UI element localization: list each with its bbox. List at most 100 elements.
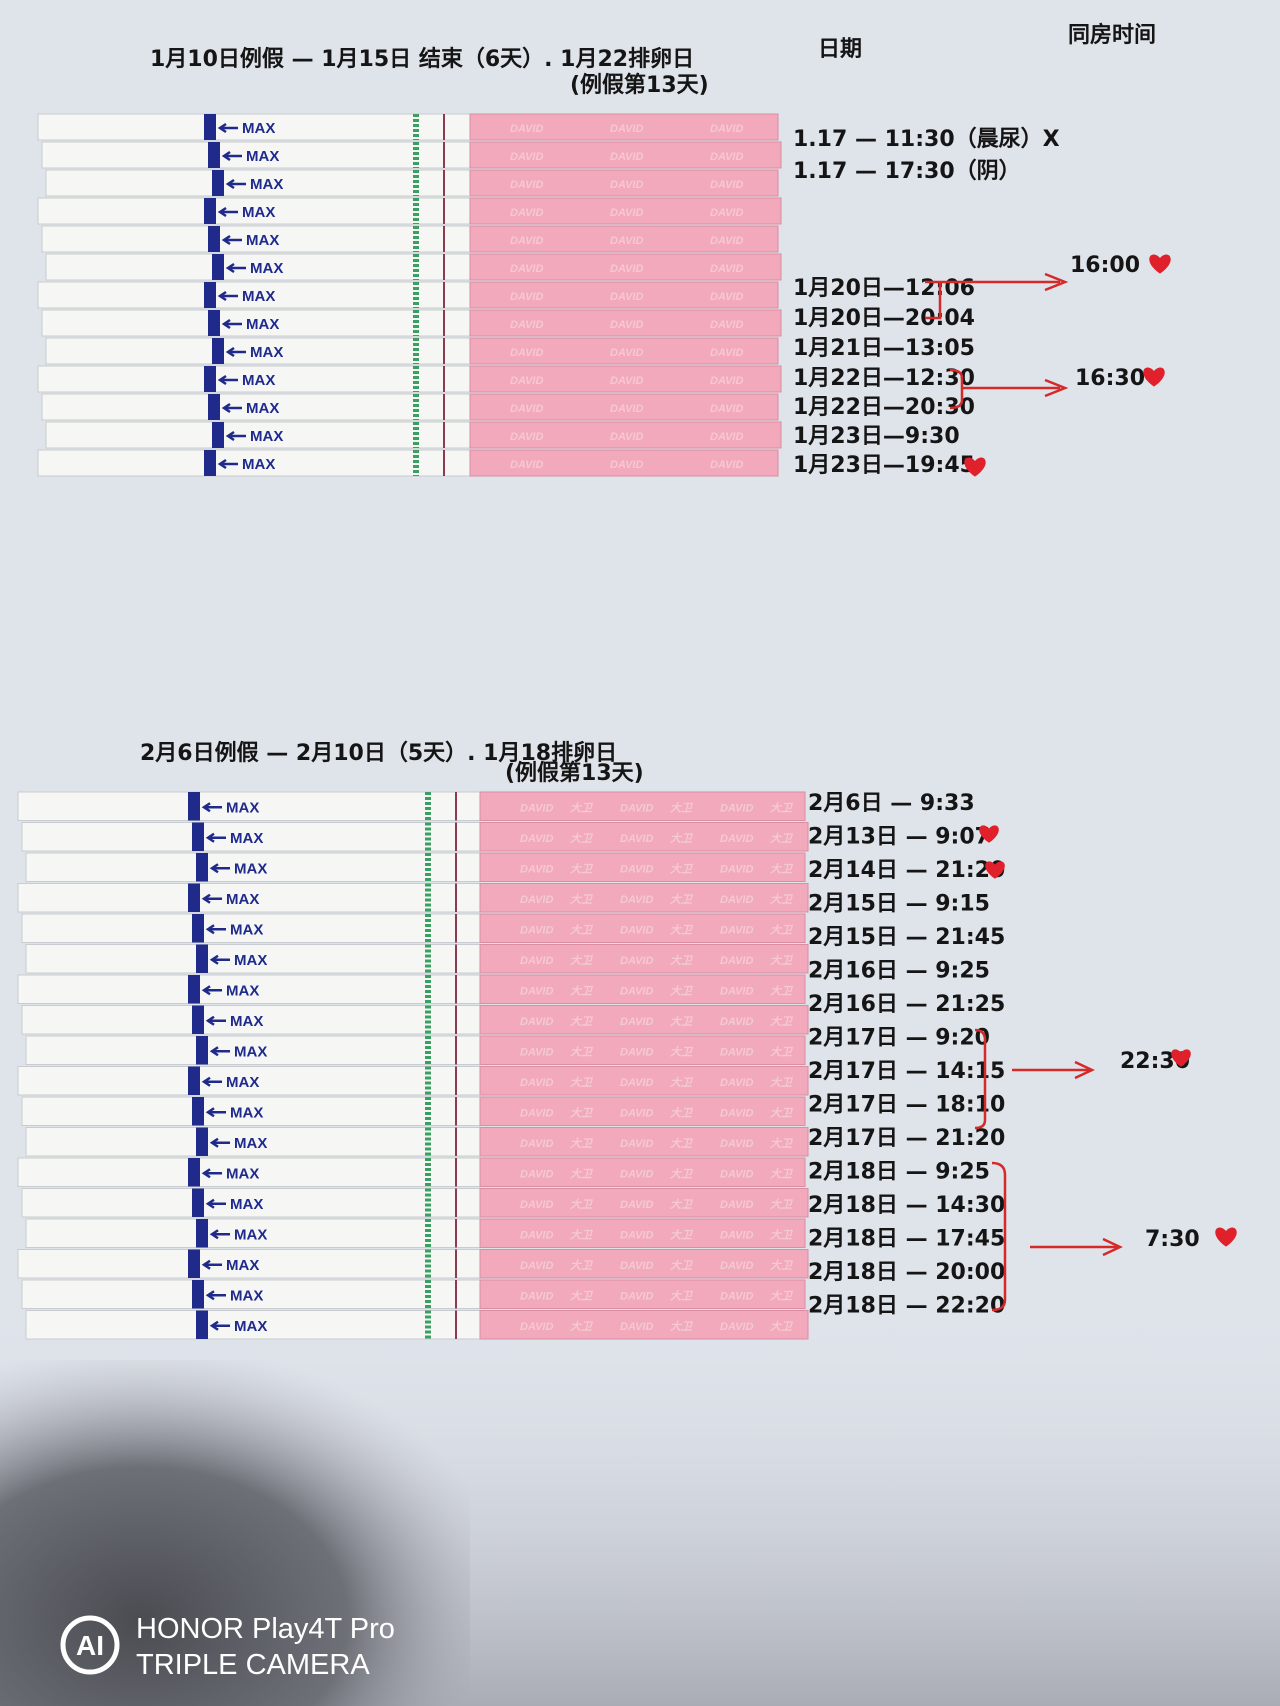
- arrow: [209, 1320, 230, 1331]
- strip-brand: DAVID: [610, 375, 643, 387]
- strip-handle: [479, 974, 806, 1004]
- arrow-head: [1074, 1060, 1095, 1080]
- strip-band: [212, 170, 224, 196]
- strip-brand-cn: 大卫: [670, 1167, 693, 1180]
- date-entry: 2月6日 — 9:33: [808, 791, 975, 816]
- strip-brand-cn: 大卫: [770, 832, 793, 845]
- arrow: [201, 1259, 222, 1270]
- strip-label: MAX: [242, 372, 275, 389]
- annotations: [925, 272, 1123, 1312]
- strip-band: [212, 422, 224, 448]
- strip-handle: [479, 883, 809, 913]
- strip-brand: DAVID: [510, 235, 543, 247]
- strip-handle: [469, 337, 779, 365]
- strip-band: [192, 1280, 204, 1309]
- intercourse-time: 16:00: [1070, 253, 1140, 278]
- strip-brand-cn: 大卫: [570, 1198, 593, 1211]
- arrow: [221, 234, 242, 246]
- strip-band: [192, 1005, 204, 1034]
- strip-brand-cn: 大卫: [770, 1045, 793, 1058]
- watermark-model: HONOR Play4T Pro: [136, 1613, 395, 1645]
- strip: MAX DAVID DAVID DAVID: [37, 281, 779, 309]
- strip: MAX DAVID DAVID DAVID: [45, 421, 782, 449]
- strip-brand: DAVID: [520, 985, 553, 997]
- strip-band: [208, 394, 220, 420]
- section-title: 2月6日例假 — 2月10日（5天）. 1月18排卵日: [140, 741, 617, 766]
- strip-band: [204, 366, 216, 392]
- strip-band: [196, 944, 208, 973]
- strip: MAX DAVID 大卫 DAVID 大卫 DAVID 大卫: [25, 1218, 806, 1248]
- strip-brand: DAVID: [710, 207, 743, 219]
- date-entry: 1.17 — 17:30（阴）: [793, 159, 1021, 184]
- strip-label: MAX: [250, 344, 283, 361]
- strip-band: [188, 792, 200, 821]
- strip: MAX DAVID 大卫 DAVID 大卫 DAVID 大卫: [17, 883, 809, 913]
- strip-brand: DAVID: [610, 263, 643, 275]
- strip-brand: DAVID: [710, 459, 743, 471]
- arrow: [225, 262, 246, 274]
- strip-brand: DAVID: [520, 1290, 553, 1302]
- strip-brand-cn: 大卫: [770, 1015, 793, 1028]
- strip-band: [188, 1249, 200, 1278]
- strip-handle: [469, 225, 779, 253]
- strip-brand: DAVID: [520, 1229, 553, 1241]
- strip-handle: [479, 1188, 809, 1218]
- strip-brand-cn: 大卫: [570, 1289, 593, 1302]
- strip-band: [196, 1127, 208, 1156]
- strip-brand: DAVID: [520, 924, 553, 936]
- strip-band: [204, 198, 216, 224]
- strip-brand: DAVID: [720, 802, 753, 814]
- strip-brand: DAVID: [520, 1107, 553, 1119]
- bracket-arrow: [949, 368, 1060, 410]
- strip-brand-cn: 大卫: [670, 1015, 693, 1028]
- strip-label: MAX: [242, 204, 275, 221]
- strip-body: [21, 822, 481, 852]
- strip-body: [25, 1127, 481, 1157]
- strip-label: MAX: [234, 1135, 267, 1152]
- strip: MAX DAVID DAVID DAVID: [41, 309, 782, 337]
- strip-handle: [469, 169, 779, 197]
- strip-brand-cn: 大卫: [670, 1289, 693, 1302]
- strip-handle: [479, 822, 809, 852]
- strip-brand: DAVID: [720, 924, 753, 936]
- strip-brand-cn: 大卫: [770, 954, 793, 967]
- strip-brand: DAVID: [610, 431, 643, 443]
- strip-brand-cn: 大卫: [570, 1137, 593, 1150]
- strip-label: MAX: [230, 1013, 263, 1030]
- strip-band: [212, 254, 224, 280]
- date-entry: 1月21日—13:05: [793, 336, 975, 361]
- strip-label: MAX: [226, 799, 259, 816]
- strip-band: [208, 310, 220, 336]
- strip-handle: [479, 1066, 809, 1096]
- strip-brand: DAVID: [520, 894, 553, 906]
- strip-brand: DAVID: [620, 833, 653, 845]
- strip-handle: [479, 913, 806, 943]
- strip-brand: DAVID: [620, 985, 653, 997]
- arrow: [225, 430, 246, 442]
- strip-brand-cn: 大卫: [570, 1076, 593, 1089]
- strip-band: [188, 975, 200, 1004]
- strip-label: MAX: [230, 1104, 263, 1121]
- strip-brand-cn: 大卫: [570, 1045, 593, 1058]
- strip-brand: DAVID: [720, 1321, 753, 1333]
- strip-label: MAX: [246, 316, 279, 333]
- date-entry: 1月22日—12:30: [793, 366, 975, 391]
- logo-ring: [60, 1615, 120, 1675]
- watermark-camera: TRIPLE CAMERA: [136, 1649, 370, 1681]
- strip-handle: [469, 281, 779, 309]
- strip-brand: DAVID: [620, 1077, 653, 1089]
- bracket-arrow: [925, 280, 1060, 320]
- strip-brand: DAVID: [720, 955, 753, 967]
- strip-brand-cn: 大卫: [670, 984, 693, 997]
- arrow: [221, 402, 242, 414]
- strip-handle: [479, 1127, 809, 1157]
- strip-band: [188, 1066, 200, 1095]
- strip-label: MAX: [246, 232, 279, 249]
- strip-band: [212, 338, 224, 364]
- strip-body: [17, 1249, 481, 1279]
- arrow: [217, 206, 238, 218]
- arrow: [221, 150, 242, 162]
- date-entry: 2月13日 — 9:07: [808, 825, 990, 850]
- strip-handle: [479, 1035, 806, 1065]
- arrow: [225, 178, 246, 190]
